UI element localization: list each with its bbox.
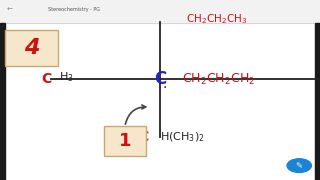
- Circle shape: [287, 159, 311, 172]
- Text: $\mathsf{H_3}$: $\mathsf{H_3}$: [59, 71, 74, 84]
- Bar: [315, 23, 320, 180]
- Text: $\mathsf{H(CH_3)_2}$: $\mathsf{H(CH_3)_2}$: [160, 130, 205, 144]
- FancyBboxPatch shape: [104, 126, 146, 156]
- Text: C: C: [154, 70, 166, 88]
- Text: 4: 4: [24, 38, 40, 58]
- Text: ✎: ✎: [296, 161, 303, 170]
- Text: C: C: [139, 130, 149, 144]
- Bar: [0, 23, 5, 180]
- Text: 1: 1: [118, 132, 131, 150]
- FancyArrowPatch shape: [125, 105, 146, 124]
- FancyBboxPatch shape: [5, 30, 58, 66]
- Text: $\mathsf{CH_2CH_2CH_3}$: $\mathsf{CH_2CH_2CH_3}$: [186, 12, 247, 26]
- Bar: [0, 0, 320, 23]
- Text: $\mathsf{CH_2CH_2CH_2}$: $\mathsf{CH_2CH_2CH_2}$: [182, 72, 256, 87]
- Text: C: C: [41, 72, 51, 86]
- Text: ·: ·: [163, 81, 167, 95]
- Text: Stereochemistry - PG: Stereochemistry - PG: [48, 7, 100, 12]
- Text: ←: ←: [7, 7, 12, 13]
